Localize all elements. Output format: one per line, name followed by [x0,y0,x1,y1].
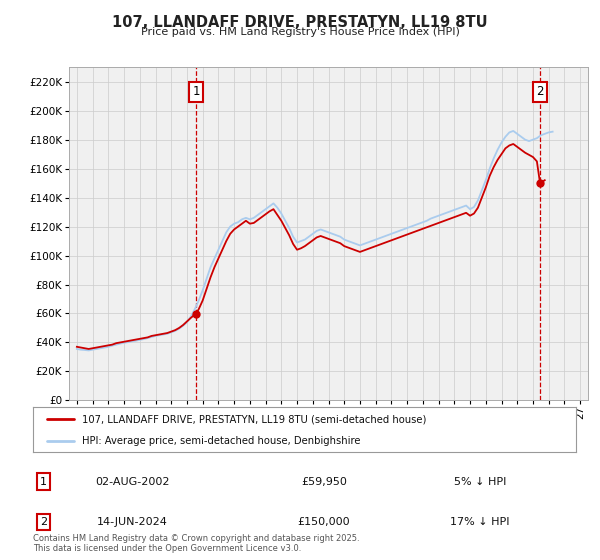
Text: 17% ↓ HPI: 17% ↓ HPI [450,517,510,527]
Text: 02-AUG-2002: 02-AUG-2002 [95,477,169,487]
Text: 5% ↓ HPI: 5% ↓ HPI [454,477,506,487]
Text: 14-JUN-2024: 14-JUN-2024 [97,517,167,527]
Text: 107, LLANDAFF DRIVE, PRESTATYN, LL19 8TU: 107, LLANDAFF DRIVE, PRESTATYN, LL19 8TU [112,15,488,30]
Text: HPI: Average price, semi-detached house, Denbighshire: HPI: Average price, semi-detached house,… [82,436,361,446]
Text: 1: 1 [193,85,200,99]
Text: 2: 2 [536,85,544,99]
Text: Price paid vs. HM Land Registry's House Price Index (HPI): Price paid vs. HM Land Registry's House … [140,27,460,37]
Text: 107, LLANDAFF DRIVE, PRESTATYN, LL19 8TU (semi-detached house): 107, LLANDAFF DRIVE, PRESTATYN, LL19 8TU… [82,414,426,424]
Text: £59,950: £59,950 [301,477,347,487]
Text: 2: 2 [40,517,47,527]
Text: £150,000: £150,000 [298,517,350,527]
Text: 1: 1 [40,477,47,487]
Text: Contains HM Land Registry data © Crown copyright and database right 2025.
This d: Contains HM Land Registry data © Crown c… [33,534,359,553]
